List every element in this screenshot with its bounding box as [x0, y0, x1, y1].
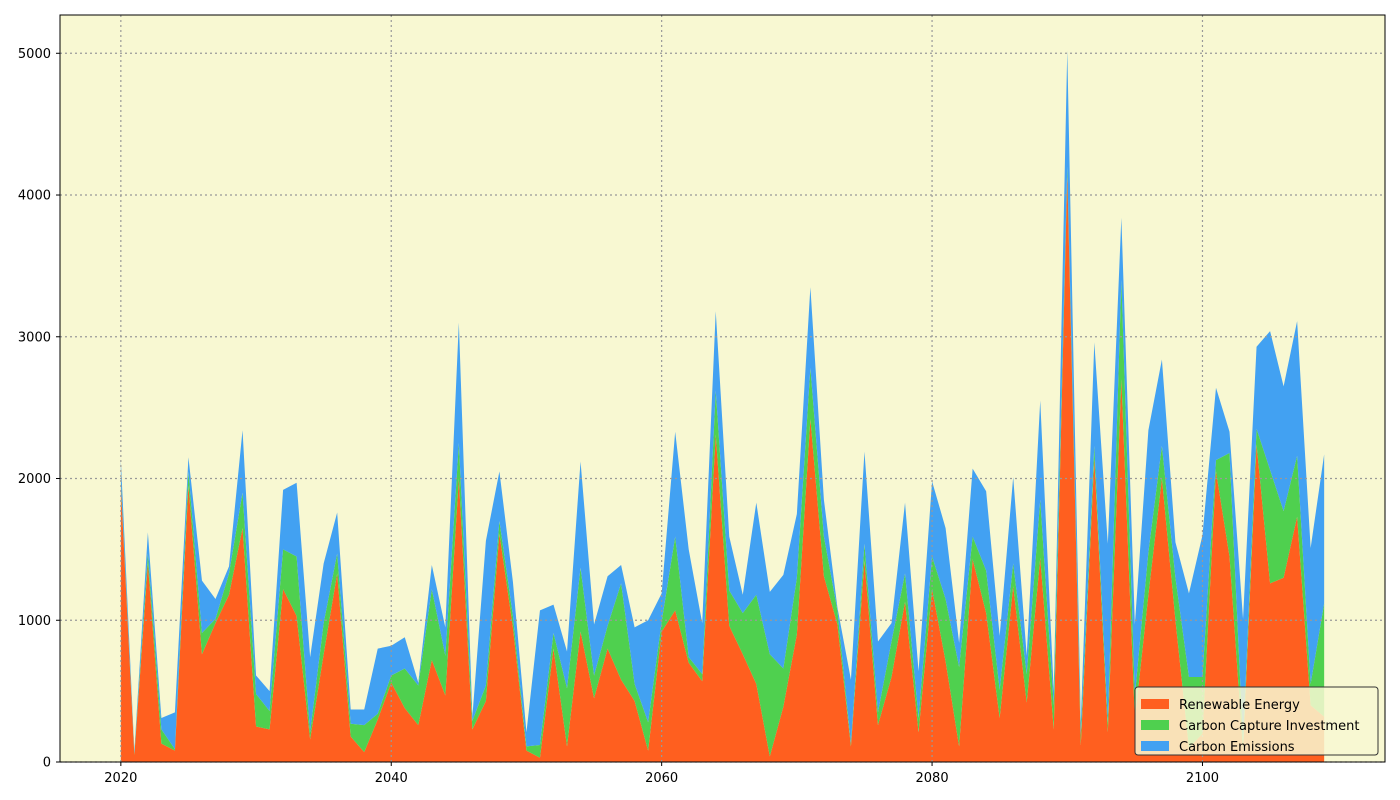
legend-swatch	[1141, 720, 1169, 730]
y-tick-label: 2000	[18, 472, 51, 487]
legend-label: Carbon Capture Investment	[1179, 719, 1359, 734]
y-axis-ticks: 0 1000 2000 3000 4000 5000	[18, 47, 60, 771]
x-tick-label: 2080	[916, 771, 949, 786]
legend-swatch	[1141, 699, 1169, 709]
y-tick-label: 1000	[18, 614, 51, 629]
y-tick-label: 3000	[18, 330, 51, 345]
legend: Renewable Energy Carbon Capture Investmen…	[1134, 686, 1379, 756]
legend-label: Carbon Emissions	[1179, 740, 1295, 755]
y-tick-label: 4000	[18, 189, 51, 204]
plot-frame	[59, 14, 1386, 763]
y-tick-label: 5000	[18, 47, 51, 62]
x-axis-ticks: 2020 2040 2060 2080 2100	[104, 762, 1219, 786]
x-tick-label: 2040	[375, 771, 408, 786]
x-tick-label: 2060	[645, 771, 678, 786]
x-tick-label: 2100	[1186, 771, 1219, 786]
legend-swatch	[1141, 741, 1169, 751]
x-tick-label: 2020	[104, 771, 137, 786]
legend-box	[1134, 686, 1379, 756]
legend-label: Renewable Energy	[1179, 698, 1300, 713]
area-renewable-energy	[120, 173, 1325, 762]
y-tick-label: 0	[43, 756, 51, 771]
